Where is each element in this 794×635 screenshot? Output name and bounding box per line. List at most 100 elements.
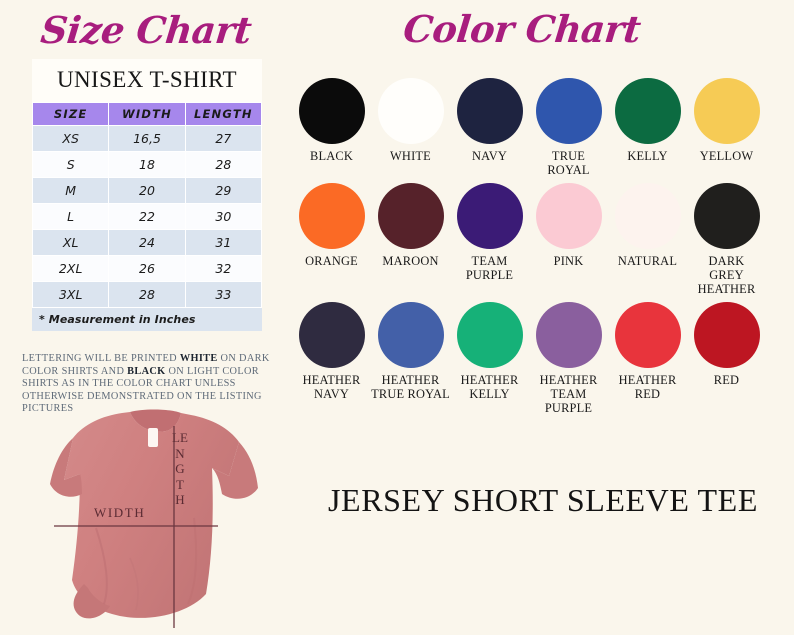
table-header-row: SIZE WIDTH LENGTH: [31, 102, 263, 126]
cell-length: 27: [184, 125, 263, 152]
color-chart-panel: Color Chart BLACK WHITE NAVY TRU: [292, 0, 794, 635]
table-row: 3XL 28 33: [31, 281, 263, 308]
cell-width: 24: [108, 229, 186, 256]
color-swatch-circle[interactable]: [693, 183, 760, 249]
tshirt-left-sleeve: [50, 438, 82, 497]
swatch-item[interactable]: HEATHER KELLY: [450, 302, 529, 415]
swatch-label: NAVY: [472, 149, 507, 163]
swatch-label: HEATHER TEAM PURPLE: [539, 373, 598, 415]
table-row: XL 24 31: [31, 229, 263, 256]
swatch-label: HEATHER NAVY: [302, 373, 361, 401]
unisex-tshirt-title: UNISEX T-SHIRT: [32, 59, 262, 102]
tshirt-knot: [73, 584, 110, 619]
cell-size: S: [31, 151, 110, 178]
swatch-label: HEATHER KELLY: [460, 373, 519, 401]
table-row: XS 16,5 27: [31, 125, 263, 152]
swatch-item[interactable]: BLACK: [292, 78, 371, 177]
cell-length: 28: [184, 151, 263, 178]
swatch-label: TRUE ROYAL: [547, 149, 590, 177]
table-row: 2XL 26 32: [31, 255, 263, 282]
color-swatch-circle[interactable]: [614, 302, 681, 368]
disclaimer-bold-black: BLACK: [127, 365, 166, 377]
tshirt-illustration: WIDTH LENGTH: [26, 408, 278, 630]
size-chart-panel: Size Chart UNISEX T-SHIRT SIZE WIDTH LEN…: [0, 0, 292, 635]
swatch-label: TEAM PURPLE: [465, 254, 514, 282]
swatch-label: ORANGE: [305, 254, 358, 268]
swatch-item[interactable]: WHITE: [371, 78, 450, 177]
tshirt-right-sleeve: [212, 442, 258, 499]
cell-size: XS: [31, 125, 110, 152]
swatch-item[interactable]: NAVY: [450, 78, 529, 177]
swatch-label: WHITE: [390, 149, 431, 163]
swatch-label: BLACK: [310, 149, 353, 163]
cell-size: M: [31, 177, 110, 204]
swatch-row: ORANGE MAROON TEAM PURPLE PINK NATURAL: [292, 183, 794, 296]
cell-size: 3XL: [31, 281, 110, 308]
color-swatch-circle[interactable]: [693, 78, 760, 144]
swatch-label: RED: [713, 373, 740, 387]
swatch-row: HEATHER NAVY HEATHER TRUE ROYAL HEATHER …: [292, 302, 794, 415]
swatch-item[interactable]: TEAM PURPLE: [450, 183, 529, 296]
fold-line: [95, 527, 108, 605]
cell-length: 33: [184, 281, 263, 308]
jersey-short-sleeve-tee-title: JERSEY SHORT SLEEVE TEE: [328, 482, 758, 518]
size-chart-heading: Size Chart: [38, 8, 254, 52]
size-table: SIZE WIDTH LENGTH XS 16,5 27 S 18 28: [31, 102, 263, 308]
color-swatch-circle[interactable]: [456, 183, 523, 249]
swatch-label: KELLY: [627, 149, 668, 163]
swatch-row: BLACK WHITE NAVY TRUE ROYAL KELLY: [292, 78, 794, 177]
tshirt-collar: [130, 409, 181, 432]
cell-width: 28: [108, 281, 186, 308]
swatch-item[interactable]: RED: [687, 302, 766, 415]
swatch-label: MAROON: [382, 254, 439, 268]
width-annotation-label: WIDTH: [94, 505, 146, 520]
cell-size: XL: [31, 229, 110, 256]
swatch-label: NATURAL: [617, 254, 678, 268]
cell-length: 31: [184, 229, 263, 256]
color-swatch-circle[interactable]: [377, 78, 444, 144]
color-swatch-circle[interactable]: [535, 302, 602, 368]
swatch-label: DARK GREY HEATHER: [697, 254, 756, 296]
cell-length: 29: [184, 177, 263, 204]
swatch-item[interactable]: HEATHER TEAM PURPLE: [529, 302, 608, 415]
disclaimer-part-1: LETTERING WILL BE PRINTED: [22, 353, 180, 364]
swatch-item[interactable]: MAROON: [371, 183, 450, 296]
color-swatch-circle[interactable]: [377, 302, 444, 368]
color-swatch-circle[interactable]: [535, 183, 602, 249]
swatch-label: HEATHER TRUE ROYAL: [371, 373, 450, 401]
cell-width: 20: [108, 177, 186, 204]
fold-line: [187, 517, 197, 605]
swatch-item[interactable]: PINK: [529, 183, 608, 296]
color-swatch-circle[interactable]: [298, 302, 365, 368]
color-swatch-circle[interactable]: [456, 302, 523, 368]
cell-width: 16,5: [108, 125, 186, 152]
disclaimer-part-3: ON LIGHT COLOR SHIRTS AS IN THE COLOR CH…: [22, 365, 262, 415]
size-chart-card: UNISEX T-SHIRT SIZE WIDTH LENGTH XS 16,5…: [31, 59, 263, 331]
swatch-item[interactable]: TRUE ROYAL: [529, 78, 608, 177]
cell-length: 32: [184, 255, 263, 282]
color-swatch-circle[interactable]: [456, 78, 523, 144]
swatch-item[interactable]: HEATHER RED: [608, 302, 687, 415]
swatch-item[interactable]: DARK GREY HEATHER: [687, 183, 766, 296]
color-swatch-circle[interactable]: [614, 183, 681, 249]
swatch-item[interactable]: ORANGE: [292, 183, 371, 296]
color-swatch-circle[interactable]: [298, 78, 365, 144]
color-swatch-circle[interactable]: [693, 302, 760, 368]
swatch-item[interactable]: KELLY: [608, 78, 687, 177]
cell-size: 2XL: [31, 255, 110, 282]
swatch-item[interactable]: HEATHER NAVY: [292, 302, 371, 415]
color-swatch-circle[interactable]: [298, 183, 365, 249]
table-row: S 18 28: [31, 151, 263, 178]
swatch-item[interactable]: YELLOW: [687, 78, 766, 177]
disclaimer-bold-white: WHITE: [179, 353, 218, 364]
swatch-item[interactable]: HEATHER TRUE ROYAL: [371, 302, 450, 415]
color-swatch-circle[interactable]: [377, 183, 444, 249]
fold-line: [129, 557, 139, 611]
color-swatch-circle[interactable]: [535, 78, 602, 144]
swatch-label: PINK: [553, 254, 584, 268]
column-header-size: SIZE: [31, 102, 110, 126]
swatch-item[interactable]: NATURAL: [608, 183, 687, 296]
color-swatch-circle[interactable]: [614, 78, 681, 144]
color-chart-heading: Color Chart: [401, 7, 643, 51]
